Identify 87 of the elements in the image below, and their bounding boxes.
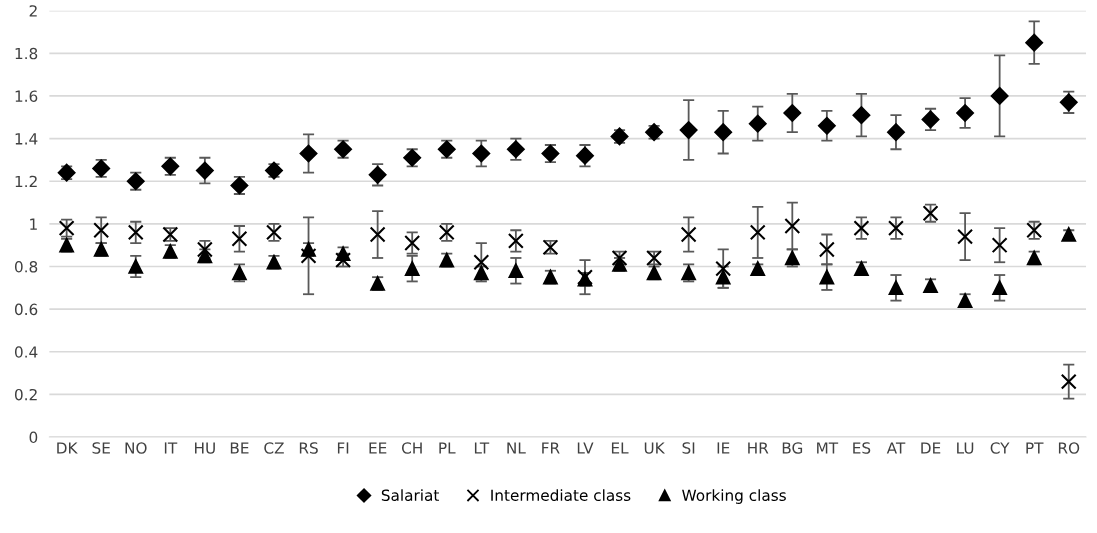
point bbox=[957, 293, 973, 308]
point bbox=[299, 144, 318, 163]
point bbox=[715, 269, 731, 285]
point bbox=[957, 228, 974, 245]
point bbox=[956, 104, 974, 122]
y-tick-label: 1.6 bbox=[15, 90, 38, 102]
point bbox=[473, 254, 490, 271]
y-tick-label: 2 bbox=[29, 5, 37, 17]
y-tick-label: 0.4 bbox=[14, 346, 38, 358]
x-tick-label: BE bbox=[230, 442, 249, 454]
x-tick-label: LU bbox=[957, 442, 974, 454]
x-tick-label: IE bbox=[717, 442, 730, 454]
point bbox=[818, 241, 835, 258]
point bbox=[887, 123, 905, 142]
point bbox=[853, 220, 870, 237]
point bbox=[784, 218, 801, 234]
x-tick-label: RO bbox=[1058, 442, 1080, 454]
x-tick-label: FR bbox=[542, 442, 560, 454]
x-tick-label: EE bbox=[369, 442, 387, 454]
point bbox=[783, 104, 802, 122]
x-tick-label: ES bbox=[853, 442, 871, 454]
x-tick-label: RS bbox=[299, 442, 318, 454]
point bbox=[231, 230, 248, 247]
point bbox=[748, 114, 767, 133]
point bbox=[854, 261, 869, 276]
legend-label: Working class bbox=[682, 489, 786, 504]
y-tick-label: 0.2 bbox=[14, 388, 37, 401]
point bbox=[369, 226, 386, 243]
legend-label: Salariat bbox=[381, 489, 440, 502]
point bbox=[508, 263, 524, 279]
x-tick-label: CZ bbox=[264, 442, 284, 454]
x-tick-label: HR bbox=[748, 442, 769, 454]
y-tick-label: 0.6 bbox=[14, 303, 38, 316]
point bbox=[127, 224, 144, 241]
x-tick-label: CH bbox=[401, 442, 422, 454]
x-tick-label: FI bbox=[337, 442, 349, 454]
point bbox=[1060, 373, 1077, 390]
point bbox=[992, 280, 1007, 296]
x-tick-label: SE bbox=[92, 442, 110, 454]
point bbox=[887, 220, 904, 237]
x-tick-label: LV bbox=[577, 442, 594, 454]
point bbox=[472, 144, 491, 163]
point bbox=[195, 161, 214, 180]
x-tick-label: PT bbox=[1026, 442, 1044, 454]
point bbox=[990, 87, 1009, 105]
x-tick-label: LT bbox=[474, 442, 490, 454]
x-tick-label: AT bbox=[886, 442, 906, 454]
x-tick-label: DE bbox=[921, 442, 941, 454]
x-tick-label: EL bbox=[611, 442, 629, 454]
point bbox=[1061, 227, 1077, 242]
point bbox=[679, 121, 698, 139]
x-tick-label: NL bbox=[507, 442, 526, 454]
y-tick-label: 1.2 bbox=[15, 175, 37, 188]
point bbox=[300, 247, 317, 264]
x-tick-label: MT bbox=[817, 442, 839, 454]
x-tick-label: CY bbox=[990, 442, 1010, 454]
y-tick-label: 0 bbox=[29, 431, 38, 444]
point bbox=[93, 222, 110, 239]
point bbox=[715, 260, 732, 277]
point bbox=[680, 226, 697, 243]
point bbox=[923, 278, 938, 293]
point bbox=[819, 269, 835, 285]
legend-label: Intermediate class bbox=[491, 489, 631, 502]
point bbox=[888, 280, 904, 296]
x-tick-label: SI bbox=[682, 442, 695, 454]
point bbox=[714, 123, 733, 142]
point bbox=[749, 224, 766, 241]
point bbox=[507, 232, 524, 249]
point bbox=[335, 246, 351, 261]
point bbox=[1025, 33, 1044, 52]
point bbox=[404, 261, 420, 276]
point bbox=[991, 237, 1008, 254]
y-tick-label: 0.8 bbox=[14, 260, 38, 273]
point bbox=[817, 116, 836, 135]
x-tick-label: BG bbox=[782, 442, 803, 454]
x-tick-label: HU bbox=[195, 442, 215, 454]
point bbox=[852, 106, 871, 125]
point bbox=[750, 261, 766, 276]
x-tick-label: PL bbox=[439, 442, 456, 454]
x-tick-label: UK bbox=[644, 442, 666, 454]
point bbox=[128, 259, 144, 274]
x-tick-label: IT bbox=[164, 442, 178, 454]
y-tick-label: 1.8 bbox=[15, 47, 38, 60]
x-tick-label: NO bbox=[125, 442, 147, 454]
y-tick-label: 1.4 bbox=[15, 133, 38, 145]
x-tick-label: DK bbox=[57, 442, 78, 454]
y-tick-label: 1 bbox=[30, 218, 37, 230]
